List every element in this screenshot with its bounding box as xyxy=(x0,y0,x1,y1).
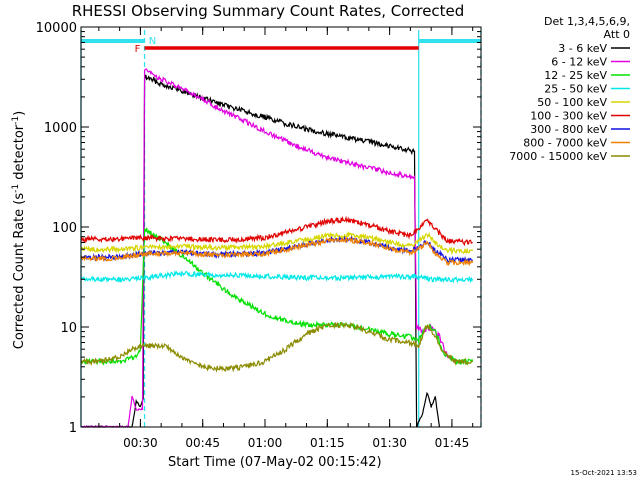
x-tick-label-0: 00:30 xyxy=(123,436,158,450)
x-axis-label: Start Time (07-May-02 00:15:42) xyxy=(168,455,382,470)
x-tick-label-3: 01:15 xyxy=(310,436,345,450)
legend-label-5: 100 - 300 keV xyxy=(530,110,607,123)
legend-header-detectors: Det 1,3,4,5,6,9, xyxy=(544,15,630,28)
y-tick-label-1: 10 xyxy=(60,321,77,336)
legend-label-0: 3 - 6 keV xyxy=(558,42,607,55)
y-tick-label-0: 1 xyxy=(69,421,77,436)
legend-label-1: 6 - 12 keV xyxy=(551,56,607,69)
chart-title: RHESSI Observing Summary Count Rates, Co… xyxy=(72,2,465,20)
series-line-4 xyxy=(80,230,474,256)
x-tick-label-4: 01:30 xyxy=(372,436,407,450)
y-tick-label-4: 10000 xyxy=(36,21,77,36)
legend-label-6: 300 - 800 keV xyxy=(530,123,607,136)
y-tick-label-2: 100 xyxy=(52,221,77,236)
y-tick-label-3: 1000 xyxy=(44,121,77,136)
legend-label-2: 12 - 25 keV xyxy=(544,69,607,82)
render-timestamp: 15-Oct-2021 13:53 xyxy=(571,469,637,477)
series-line-5 xyxy=(80,215,473,247)
series-lines xyxy=(80,68,474,428)
series-line-3 xyxy=(80,269,474,284)
flare-flag-label: F xyxy=(135,44,141,55)
series-line-1 xyxy=(80,68,457,428)
y-axis-label: Corrected Count Rate (s-1 detector-1) xyxy=(11,111,27,349)
x-tick-label-5: 01:45 xyxy=(435,436,470,450)
series-line-0 xyxy=(80,74,441,428)
series-line-2 xyxy=(80,227,474,366)
x-tick-label-2: 01:00 xyxy=(248,436,283,450)
series-line-8 xyxy=(80,321,473,373)
legend-label-7: 800 - 7000 keV xyxy=(523,137,607,150)
legend-label-8: 7000 - 15000 keV xyxy=(509,150,607,163)
legend-label-4: 50 - 100 keV xyxy=(537,96,607,109)
series-line-7 xyxy=(80,235,474,267)
night-flag-label: N xyxy=(149,36,156,47)
legend-label-3: 25 - 50 keV xyxy=(544,83,607,96)
x-tick-label-1: 00:45 xyxy=(185,436,220,450)
plot-axes: 00:30 00:45 01:00 01:15 01:30 01:45 1 10 100 1000… xyxy=(36,21,482,450)
legend-header-attenuator: Att 0 xyxy=(604,28,630,41)
